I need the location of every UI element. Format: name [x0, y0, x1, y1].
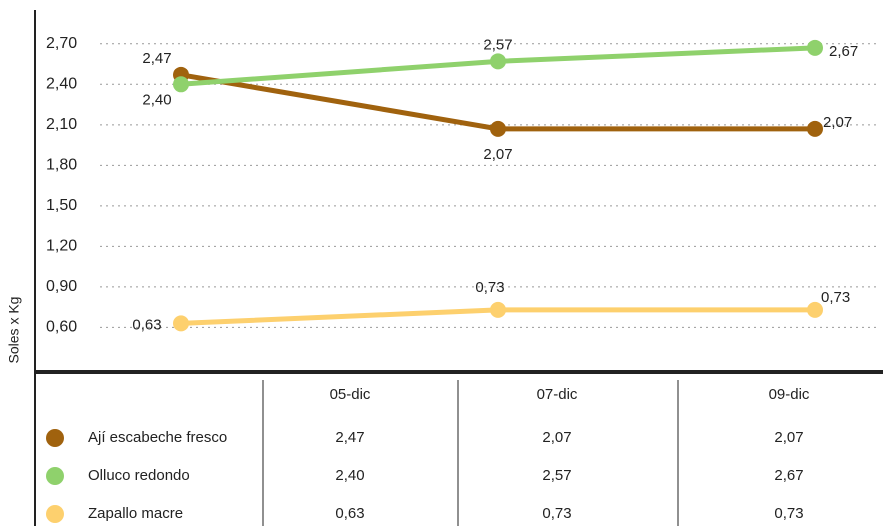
y-tick-label: 0,90: [46, 278, 77, 295]
y-tick-label: 2,40: [46, 76, 77, 93]
point: [490, 53, 506, 70]
legend-label: Zapallo macre: [88, 505, 183, 522]
legend-marker: [46, 429, 64, 447]
data-label: 0,73: [821, 289, 850, 306]
data-label: 2,07: [483, 146, 512, 163]
table-header: 05-dic: [330, 386, 371, 403]
y-tick-label: 1,20: [46, 238, 77, 255]
table-cell: 2,47: [335, 429, 364, 446]
legend-label: Olluco redondo: [88, 467, 190, 484]
series-line: [180, 72, 815, 132]
y-tick-label: 2,10: [46, 116, 77, 133]
point: [173, 315, 189, 332]
point: [490, 120, 506, 137]
point: [807, 301, 823, 318]
point: [807, 39, 823, 56]
table-cell: 2,40: [335, 467, 364, 484]
table-cell: 0,73: [774, 505, 803, 522]
table-cell: 2,57: [542, 467, 571, 484]
point: [807, 120, 823, 137]
table-cell: 2,67: [774, 467, 803, 484]
table-cell: 0,73: [542, 505, 571, 522]
data-label: 2,67: [829, 43, 858, 60]
y-tick-label: 2,70: [46, 35, 77, 52]
data-label: 2,07: [823, 114, 852, 131]
data-label: 2,57: [483, 36, 512, 53]
table-cell: 2,07: [542, 429, 571, 446]
y-axis-label: Soles x Kg: [6, 297, 22, 364]
y-tick-label: 0,60: [46, 319, 77, 336]
data-label: 0,73: [475, 279, 504, 296]
y-tick-label: 1,50: [46, 197, 77, 214]
legend-marker: [46, 467, 64, 485]
legend-marker: [46, 505, 64, 523]
data-label: 2,47: [142, 50, 171, 67]
table-cell: 0,63: [335, 505, 364, 522]
table-header: 07-dic: [537, 386, 578, 403]
y-tick-label: 1,80: [46, 157, 77, 174]
table-cell: 2,07: [774, 429, 803, 446]
point: [173, 76, 189, 93]
legend-label: Ají escabeche fresco: [88, 429, 227, 446]
point: [490, 301, 506, 318]
data-label: 2,40: [142, 91, 171, 108]
data-label: 0,63: [132, 316, 161, 333]
table-header: 09-dic: [769, 386, 810, 403]
